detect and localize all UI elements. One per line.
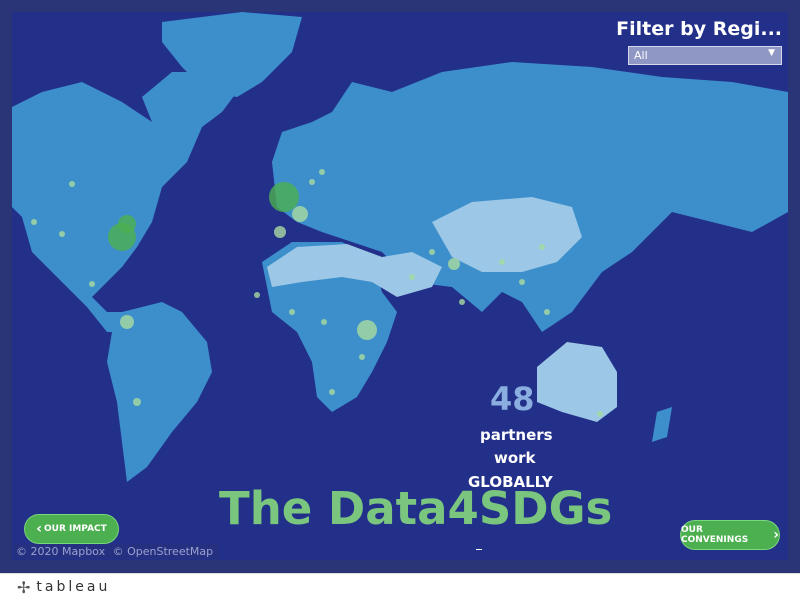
chevron-left-icon: ‹ [36,521,42,537]
partner-marker[interactable] [309,179,315,185]
partner-marker[interactable] [321,319,327,325]
region-filter-value: All [634,49,648,62]
osm-attribution[interactable]: © OpenStreetMap [112,545,214,558]
land-africa [262,242,397,412]
partner-marker[interactable] [597,411,603,417]
partner-marker[interactable] [459,299,465,305]
partner-marker[interactable] [359,354,365,360]
divider [476,549,482,550]
filter-title: Filter by Regi... [616,18,782,40]
region-filter-dropdown[interactable]: All ▼ [628,46,782,65]
partner-marker[interactable] [118,215,136,233]
partners-label: partners [480,426,553,444]
partner-marker[interactable] [544,309,550,315]
land-greenland [162,12,302,97]
world-map[interactable] [12,12,788,560]
land-north-africa-highlight [267,244,442,297]
land-north-america [12,72,237,332]
map-canvas [12,12,788,482]
partner-marker[interactable] [519,279,525,285]
partner-marker[interactable] [319,169,325,175]
partner-marker[interactable] [31,219,37,225]
partner-marker[interactable] [292,206,308,222]
partner-marker[interactable] [254,292,260,298]
our-impact-label: OUR IMPACT [43,524,107,534]
dashboard-title: The Data4SDGs [219,482,613,535]
partner-marker[interactable] [274,226,286,238]
partner-marker[interactable] [357,320,377,340]
partner-marker[interactable] [409,274,415,280]
partner-marker[interactable] [289,309,295,315]
partner-marker[interactable] [499,259,505,265]
partner-marker[interactable] [59,231,65,237]
partner-marker[interactable] [133,398,141,406]
partner-marker[interactable] [329,389,335,395]
partner-marker[interactable] [429,249,435,255]
our-convenings-label: OUR CONVENINGS [681,525,749,545]
partner-markers [31,169,603,417]
our-impact-button[interactable]: ‹ OUR IMPACT [24,514,119,544]
tableau-logo-icon[interactable]: ✢ [17,577,31,597]
tableau-footer: ✢ tableau [0,573,800,600]
chevron-down-icon: ▼ [768,48,775,58]
tableau-brand[interactable]: tableau [36,579,111,595]
partner-marker[interactable] [269,182,299,212]
land-china-highlight [432,197,582,272]
dashboard-frame: Filter by Regi... All ▼ 48 partners work… [0,0,800,573]
land-australia [537,342,617,422]
partner-marker[interactable] [539,244,545,250]
globally-label: GLOBALLY [468,473,553,491]
land-new-zealand [652,407,672,442]
mapbox-attribution[interactable]: © 2020 Mapbox [16,545,106,558]
our-convenings-button[interactable]: OUR CONVENINGS › [680,520,780,550]
map-attribution: © 2020 Mapbox © OpenStreetMap [14,544,220,559]
work-label: work [494,449,536,467]
partner-marker[interactable] [69,181,75,187]
partner-marker[interactable] [448,258,460,270]
partner-marker[interactable] [89,281,95,287]
partner-marker[interactable] [120,315,134,329]
chevron-right-icon: › [773,527,779,543]
partner-count: 48 [490,380,535,418]
land-south-america [107,302,212,482]
